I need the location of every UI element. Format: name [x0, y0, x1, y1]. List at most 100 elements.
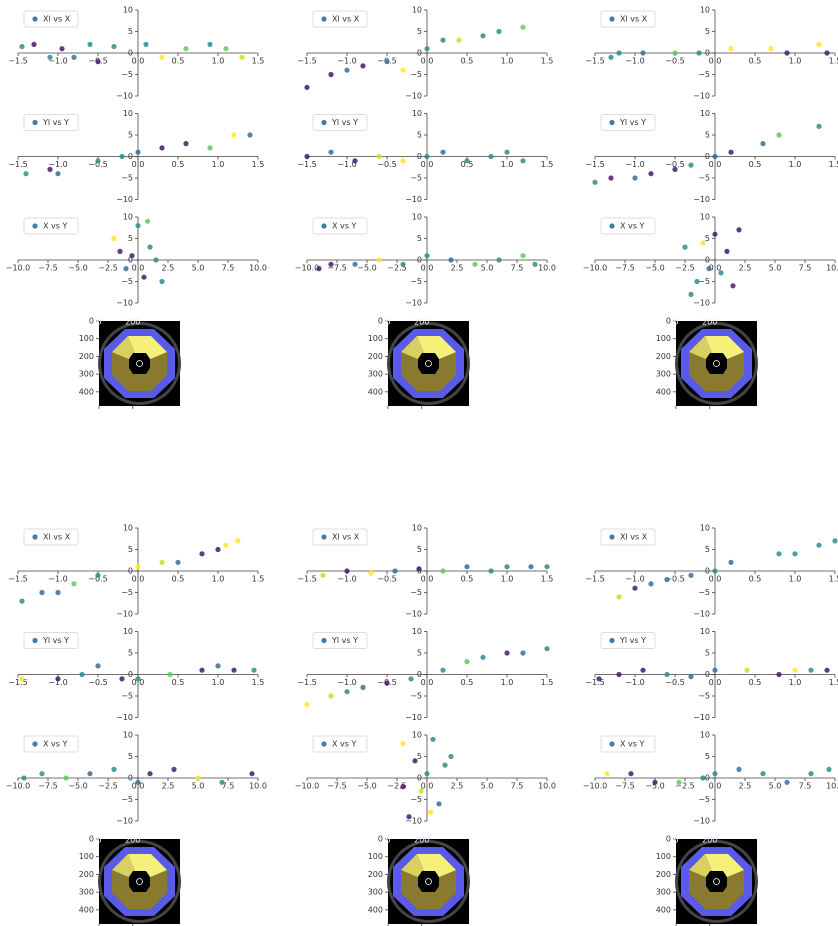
y-tick-label: −10 — [405, 610, 422, 619]
y-tick-label: 10 — [123, 524, 133, 533]
x-tick-label: 0 — [385, 836, 390, 845]
x-tick-label: 200 — [125, 836, 140, 845]
point — [117, 249, 122, 254]
legend-label: X vs Y — [43, 222, 67, 231]
x-tick-label: 5.0 — [192, 782, 205, 791]
x-tick-label: −1.5 — [8, 678, 27, 687]
y-tick-label: 300 — [368, 370, 383, 379]
y-tick-label: −5 — [410, 692, 422, 701]
x-tick-label: 0.0 — [709, 575, 722, 584]
point — [352, 262, 357, 267]
x-tick-label: 1.5 — [541, 678, 554, 687]
point — [95, 663, 100, 668]
point — [724, 249, 729, 254]
point — [215, 547, 220, 552]
subplot: −10.0−7.5−5.0−2.50.02.55.07.510.0−10−505… — [583, 731, 838, 826]
legend: Yl vs Y — [313, 633, 367, 649]
legend-label: Yl vs Y — [619, 636, 646, 645]
x-tick-label: 1.0 — [789, 575, 802, 584]
legend-label: Yl vs Y — [42, 636, 69, 645]
x-tick-label: 10.0 — [249, 264, 267, 273]
point — [696, 50, 701, 55]
x-tick-label: −7.5 — [615, 782, 634, 791]
x-tick-label: −1.5 — [8, 575, 27, 584]
point — [21, 775, 26, 780]
x-tick-label: −7.5 — [38, 264, 57, 273]
subplot: −1.5−1.0−0.50.00.51.01.5−10−50510Xl vs X — [297, 524, 553, 619]
image — [676, 839, 757, 924]
legend-marker — [609, 638, 614, 643]
point — [63, 775, 68, 780]
legend: Yl vs Y — [601, 115, 655, 131]
y-tick-label: −10 — [693, 817, 710, 826]
x-tick-label: −10.0 — [6, 264, 31, 273]
point — [400, 262, 405, 267]
point — [47, 167, 52, 172]
point — [376, 257, 381, 262]
x-tick-label: −0.5 — [377, 575, 396, 584]
point — [328, 262, 333, 267]
subplot: −1.5−1.0−0.50.00.51.01.5−10−50510Yl vs Y — [8, 109, 264, 204]
legend-marker — [321, 638, 326, 643]
point — [135, 564, 140, 569]
x-tick-label: 0.5 — [749, 678, 762, 687]
y-tick-label: −10 — [116, 713, 133, 722]
point — [147, 245, 152, 250]
point — [247, 132, 252, 137]
image-subplot: 01002003004000200 — [368, 835, 469, 926]
y-tick-label: 10 — [700, 6, 710, 15]
y-tick-label: 100 — [79, 852, 94, 861]
point — [175, 560, 180, 565]
x-tick-label: 1.5 — [829, 575, 838, 584]
point — [504, 564, 509, 569]
y-tick-label: 5 — [705, 234, 710, 243]
x-tick-label: −10.0 — [583, 264, 608, 273]
x-tick-label: 0.0 — [709, 782, 722, 791]
y-tick-label: 0 — [705, 670, 710, 679]
x-tick-label: 0 — [385, 318, 390, 327]
x-tick-label: 10.0 — [826, 782, 838, 791]
legend-label: Xl vs X — [332, 533, 360, 542]
x-tick-label: 2.5 — [451, 264, 464, 273]
y-tick-label: −5 — [410, 588, 422, 597]
point — [712, 568, 717, 573]
y-tick-label: −5 — [121, 795, 133, 804]
x-tick-label: 0.0 — [709, 160, 722, 169]
legend-marker — [609, 741, 614, 746]
x-tick-label: −1.5 — [585, 678, 604, 687]
y-tick-label: 5 — [705, 27, 710, 36]
legend: Xl vs X — [601, 11, 655, 27]
point — [352, 158, 357, 163]
y-tick-label: −5 — [698, 277, 710, 286]
x-tick-label: 200 — [702, 836, 717, 845]
point — [496, 257, 501, 262]
point — [532, 262, 537, 267]
y-tick-label: −5 — [410, 795, 422, 804]
point — [816, 543, 821, 548]
legend-marker — [32, 120, 37, 125]
point — [442, 763, 447, 768]
legend-marker — [609, 120, 614, 125]
point — [706, 266, 711, 271]
point — [688, 163, 693, 168]
x-tick-label: 0.0 — [709, 57, 722, 66]
legend-marker — [32, 741, 37, 746]
legend-label: Yl vs Y — [619, 118, 646, 127]
y-tick-label: −5 — [698, 692, 710, 701]
legend-label: Yl vs Y — [42, 118, 69, 127]
y-tick-label: −5 — [698, 795, 710, 804]
point — [145, 219, 150, 224]
point — [215, 663, 220, 668]
x-tick-label: 0.5 — [172, 57, 185, 66]
y-tick-label: −10 — [116, 92, 133, 101]
y-tick-label: 5 — [128, 752, 133, 761]
point — [464, 659, 469, 664]
x-tick-label: −5.0 — [357, 264, 376, 273]
subplot: −1.5−1.0−0.50.00.51.01.5−10−50510Xl vs X — [585, 524, 838, 619]
subplot: −1.5−1.0−0.50.00.51.01.5−10−50510Yl vs Y — [297, 109, 553, 204]
legend: X vs Y — [601, 736, 655, 752]
y-tick-label: 400 — [656, 905, 671, 914]
point — [480, 655, 485, 660]
point — [400, 158, 405, 163]
